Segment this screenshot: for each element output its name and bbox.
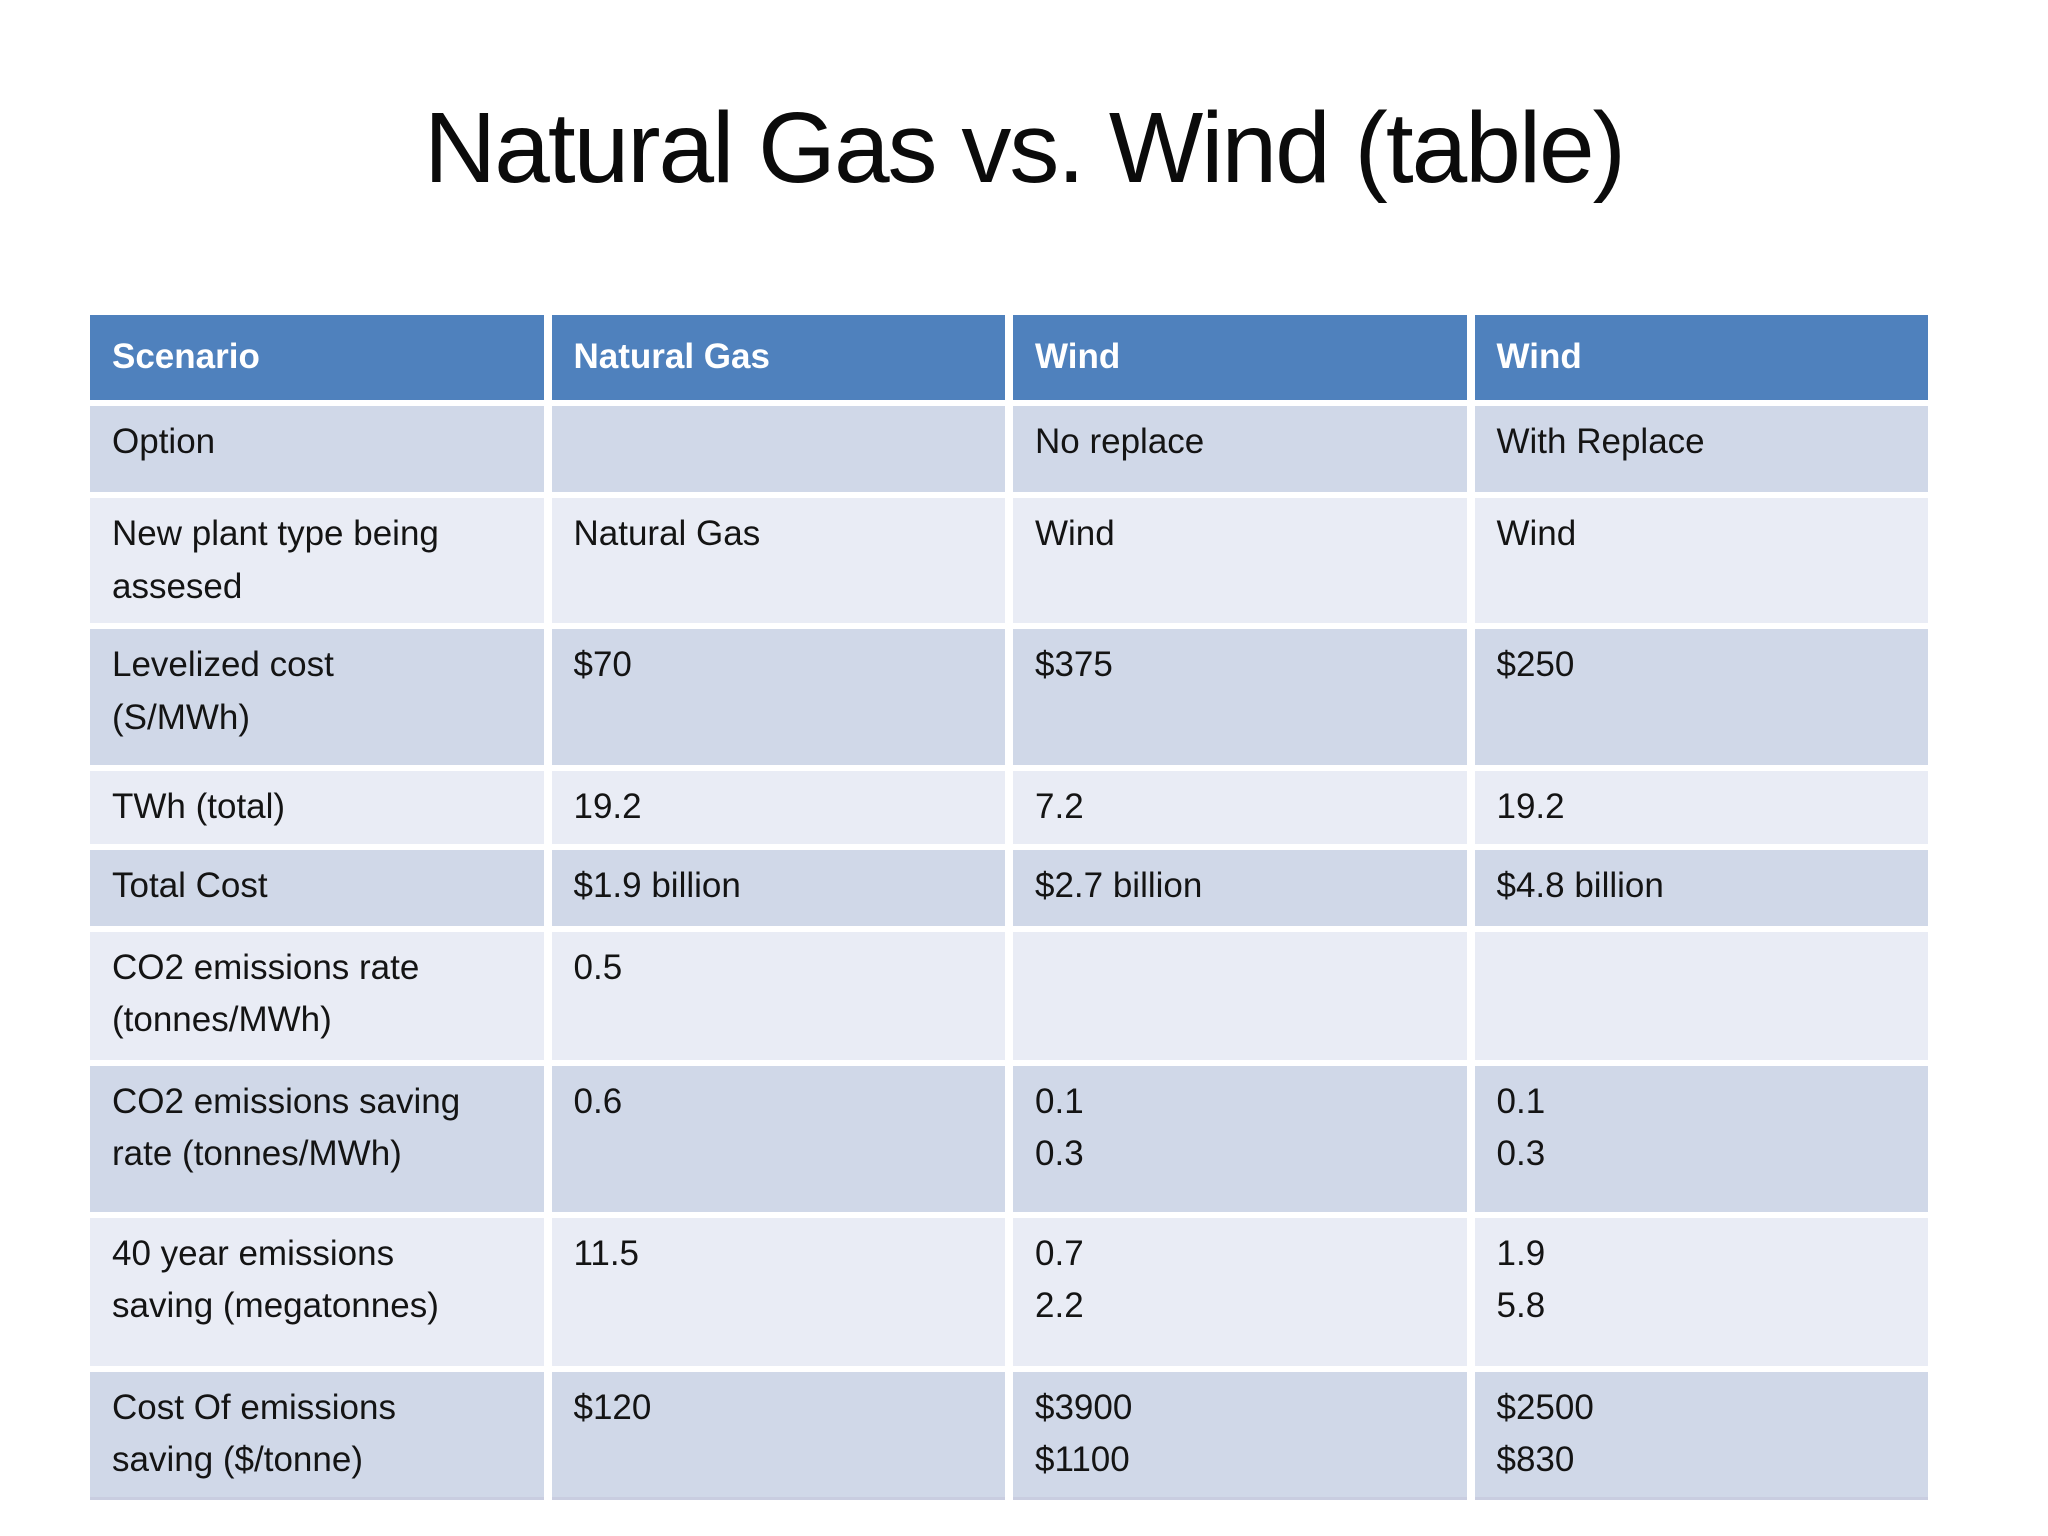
table-cell: 19.2 <box>551 771 1005 844</box>
table-cell: 7.2 <box>1013 771 1467 844</box>
table-cell <box>551 406 1005 492</box>
table-cell: Natural Gas <box>551 498 1005 623</box>
table-cell: 0.1 0.3 <box>1474 1065 1928 1212</box>
table-cell: Wind <box>1013 498 1467 623</box>
table-cell: $4.8 billion <box>1474 849 1928 926</box>
table-cell: 0.6 <box>551 1065 1005 1212</box>
header-cell-wind-1: Wind <box>1013 315 1467 400</box>
table-row: Option No replace With Replace <box>90 406 1928 492</box>
table-cell: 19.2 <box>1474 771 1928 844</box>
header-cell-scenario: Scenario <box>90 315 544 400</box>
table-cell: 0.5 <box>551 931 1005 1060</box>
table-cell: $3900 $1100 <box>1013 1371 1467 1500</box>
table-cell: 0.7 2.2 <box>1013 1217 1467 1366</box>
comparison-table: Scenario Natural Gas Wind Wind Option No… <box>90 315 1928 1500</box>
table-cell <box>1474 931 1928 1060</box>
table-cell: $250 <box>1474 629 1928 765</box>
table-cell: With Replace <box>1474 406 1928 492</box>
table-cell: $70 <box>551 629 1005 765</box>
table-cell: $1.9 billion <box>551 849 1005 926</box>
table-cell: 1.9 5.8 <box>1474 1217 1928 1366</box>
table-cell: Wind <box>1474 498 1928 623</box>
table-row: Total Cost $1.9 billion $2.7 billion $4.… <box>90 849 1928 926</box>
table-cell: $2.7 billion <box>1013 849 1467 926</box>
header-cell-wind-2: Wind <box>1474 315 1928 400</box>
table-cell: CO2 emissions saving rate (tonnes/MWh) <box>90 1065 544 1212</box>
table-cell <box>1013 931 1467 1060</box>
table-cell: Total Cost <box>90 849 544 926</box>
table-row: Levelized cost (S/MWh) $70 $375 $250 <box>90 629 1928 765</box>
table-cell: No replace <box>1013 406 1467 492</box>
table-cell: $375 <box>1013 629 1467 765</box>
table-cell: 11.5 <box>551 1217 1005 1366</box>
table-cell: Cost Of emissions saving ($/tonne) <box>90 1371 544 1500</box>
header-cell-natural-gas: Natural Gas <box>551 315 1005 400</box>
table-cell: TWh (total) <box>90 771 544 844</box>
table-cell: Option <box>90 406 544 492</box>
table-row: 40 year emissions saving (megatonnes) 11… <box>90 1217 1928 1366</box>
table-row: Cost Of emissions saving ($/tonne) $120 … <box>90 1371 1928 1500</box>
table-cell: $120 <box>551 1371 1005 1500</box>
slide-title: Natural Gas vs. Wind (table) <box>424 92 1626 204</box>
table-cell: New plant type being assesed <box>90 498 544 623</box>
table-header-row: Scenario Natural Gas Wind Wind <box>90 315 1928 400</box>
table-row: CO2 emissions saving rate (tonnes/MWh) 0… <box>90 1065 1928 1212</box>
table-row: CO2 emissions rate (tonnes/MWh) 0.5 <box>90 931 1928 1060</box>
table-cell: CO2 emissions rate (tonnes/MWh) <box>90 931 544 1060</box>
table-row: New plant type being assesed Natural Gas… <box>90 498 1928 623</box>
table-cell: $2500 $830 <box>1474 1371 1928 1500</box>
table-cell: 40 year emissions saving (megatonnes) <box>90 1217 544 1366</box>
table-row: TWh (total) 19.2 7.2 19.2 <box>90 771 1928 844</box>
table-cell: Levelized cost (S/MWh) <box>90 629 544 765</box>
table-cell: 0.1 0.3 <box>1013 1065 1467 1212</box>
